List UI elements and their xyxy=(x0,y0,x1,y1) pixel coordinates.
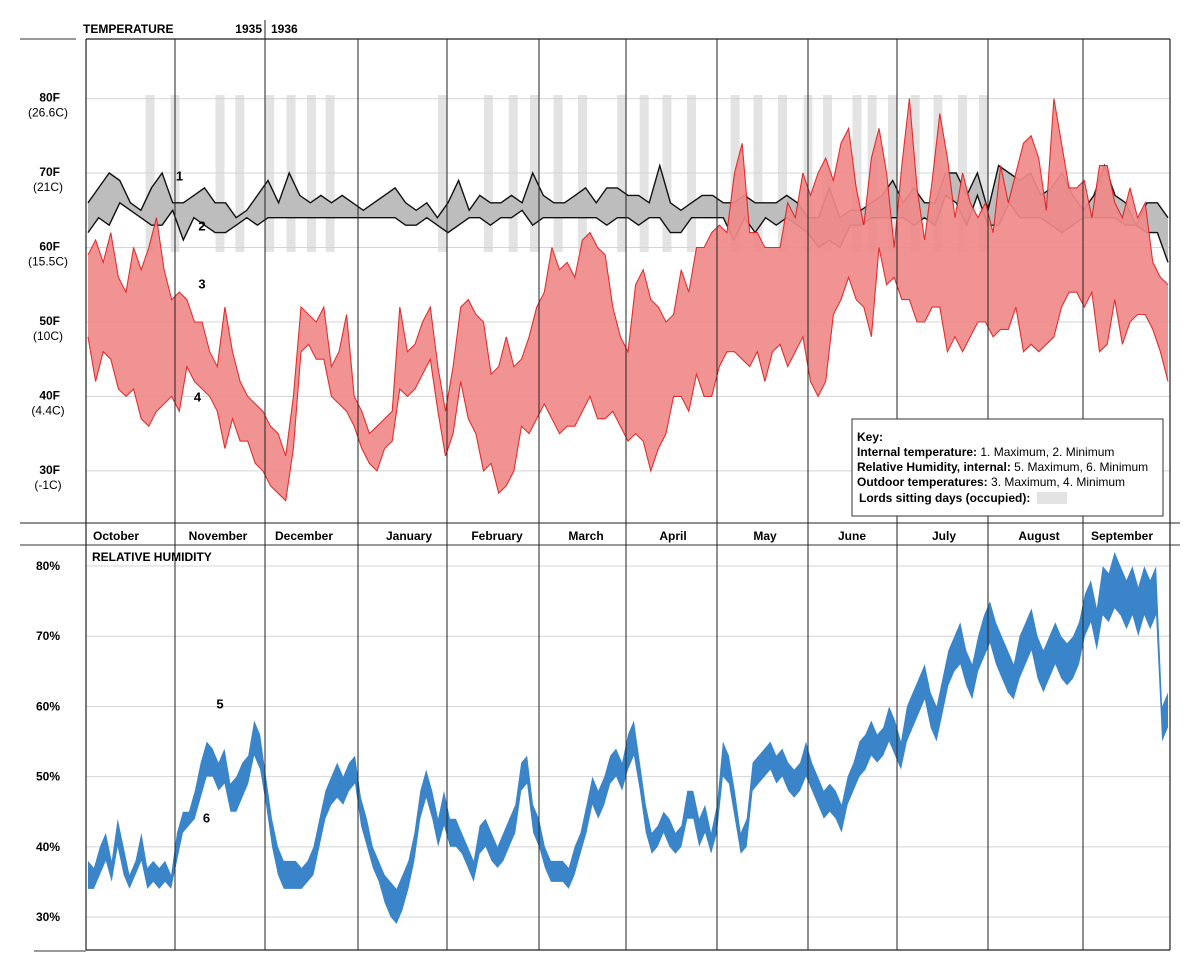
temp-tick-sub-1: (21C) xyxy=(33,180,63,194)
rh-series-label-5: 5 xyxy=(216,697,223,712)
legend-line-internal: Internal temperature: 1. Maximum, 2. Min… xyxy=(857,445,1114,459)
rh-tick-label-4: 40% xyxy=(36,840,60,854)
rh-tick-label-1: 70% xyxy=(36,629,60,643)
legend-box xyxy=(851,418,1164,517)
temp-tick-label-2: 60F xyxy=(39,239,60,253)
legend-internal-text: 1. Maximum, 2. Minimum xyxy=(977,445,1114,459)
temp-tick-label-5: 30F xyxy=(39,463,60,477)
temp-tick-sub-4: (4.4C) xyxy=(31,403,64,417)
legend-internal-bold: Internal temperature: xyxy=(857,445,977,459)
legend-outdoor-text: 3. Maximum, 4. Minimum xyxy=(988,475,1125,489)
rh-tick-label-2: 60% xyxy=(36,699,60,713)
temp-series-label-3: 3 xyxy=(198,276,205,291)
temp-tick-label-0: 80F xyxy=(39,91,60,105)
temp-series-label-1: 1 xyxy=(176,168,183,183)
legend-outdoor-bold: Outdoor temperatures: xyxy=(857,475,988,489)
legend-line-humidity: Relative Humidity, internal: 5. Maximum,… xyxy=(857,460,1148,474)
year-end-label: 1936 xyxy=(271,22,298,36)
temp-tick-label-3: 50F xyxy=(39,314,60,328)
legend-humidity-bold: Relative Humidity, internal: xyxy=(857,460,1011,474)
legend-title: Key: xyxy=(857,430,883,444)
temp-tick-label-1: 70F xyxy=(39,165,60,179)
month-label-december: December xyxy=(275,529,333,543)
temp-tick-sub-3: (10C) xyxy=(33,329,63,343)
legend-line-sitting: Lords sitting days (occupied): xyxy=(859,491,1030,505)
temp-series-label-2: 2 xyxy=(198,218,205,233)
month-label-january: January xyxy=(386,529,432,543)
temp-tick-sub-5: (-1C) xyxy=(34,478,61,492)
humidity-title: RELATIVE HUMIDITY xyxy=(92,550,212,564)
legend-key: Key: Internal temperature: 1. Maximum, 2… xyxy=(851,418,1164,517)
rh-tick-label-3: 50% xyxy=(36,770,60,784)
month-label-june: June xyxy=(838,529,866,543)
month-label-september: September xyxy=(1091,529,1153,543)
month-label-november: November xyxy=(189,529,248,543)
rh-series-label-6: 6 xyxy=(203,810,210,825)
month-label-august: August xyxy=(1018,529,1059,543)
month-label-may: May xyxy=(753,529,777,543)
month-label-february: February xyxy=(471,529,523,543)
legend-humidity-text: 5. Maximum, 6. Minimum xyxy=(1011,460,1148,474)
rh-tick-label-5: 30% xyxy=(36,910,60,924)
temperature-title: TEMPERATURE xyxy=(83,22,173,36)
temp-series-label-4: 4 xyxy=(194,390,202,405)
outdoor-temp-band xyxy=(88,98,1168,501)
humidity-series xyxy=(88,552,1168,924)
year-start-label: 1935 xyxy=(235,22,262,36)
temp-tick-sub-0: (26.6C) xyxy=(28,106,68,120)
humidity-band xyxy=(88,552,1168,924)
internal-temp-band xyxy=(88,165,1168,263)
month-label-march: March xyxy=(568,529,603,543)
rh-tick-label-0: 80% xyxy=(36,559,60,573)
axis-labels: 80F(26.6C)70F(21C)60F(15.5C)50F(10C)40F(… xyxy=(28,91,1153,924)
legend-line-outdoor: Outdoor temperatures: 3. Maximum, 4. Min… xyxy=(857,475,1125,489)
temp-tick-sub-2: (15.5C) xyxy=(28,254,68,268)
month-label-july: July xyxy=(932,529,956,543)
month-label-october: October xyxy=(93,529,139,543)
temp-tick-label-4: 40F xyxy=(39,388,60,402)
month-label-april: April xyxy=(659,529,686,543)
legend-sitting-swatch xyxy=(1037,492,1067,504)
